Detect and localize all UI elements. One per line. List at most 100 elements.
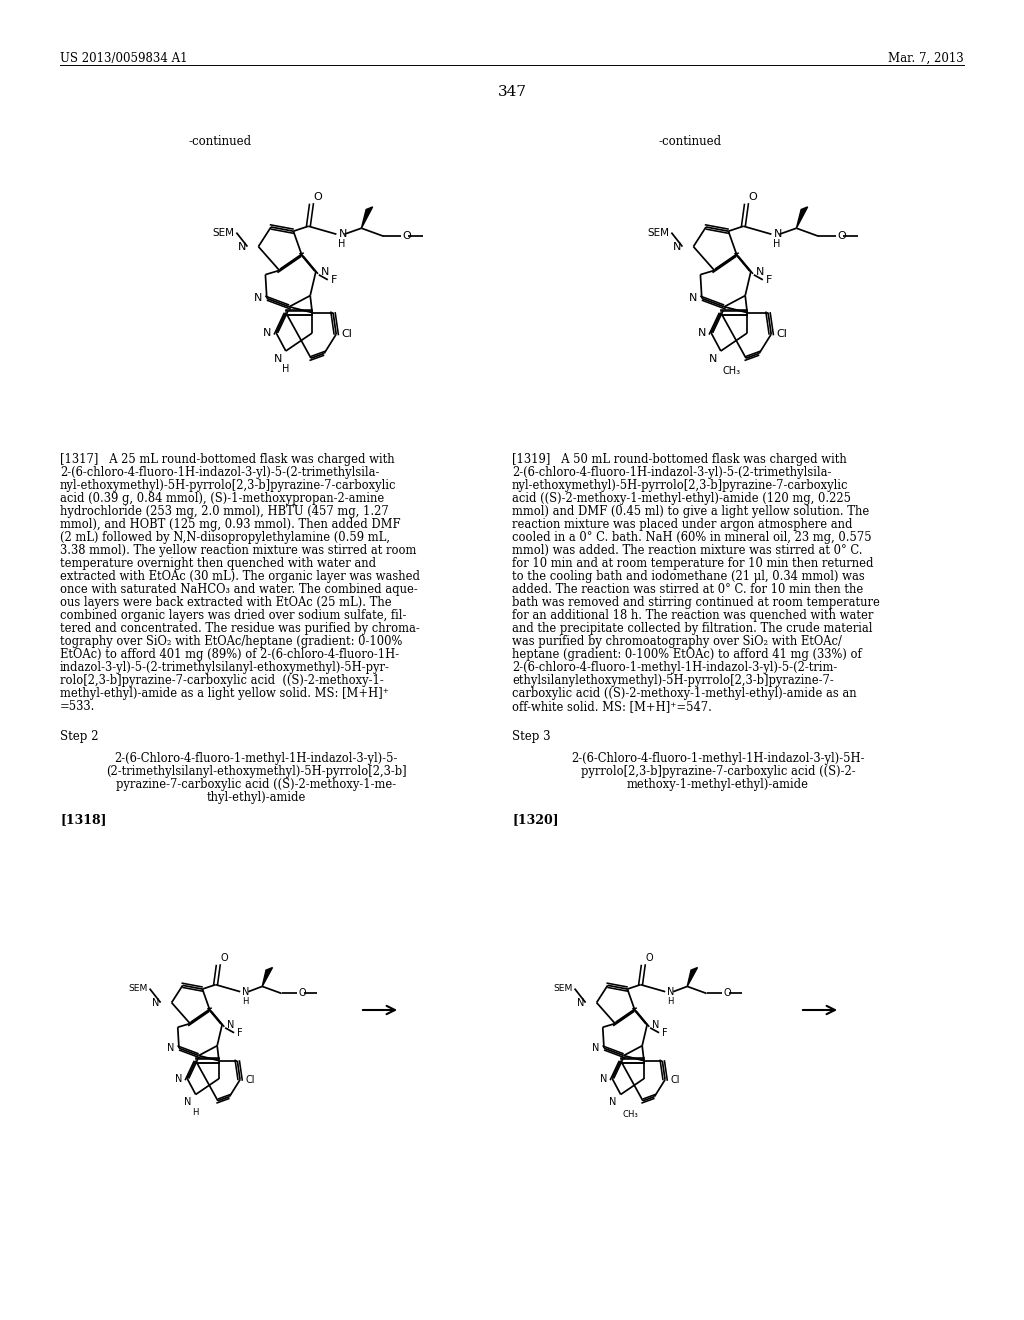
Text: once with saturated NaHCO₃ and water. The combined aque-: once with saturated NaHCO₃ and water. Th… xyxy=(60,583,418,597)
Text: (2 mL) followed by N,N-diisopropylethylamine (0.59 mL,: (2 mL) followed by N,N-diisopropylethyla… xyxy=(60,531,390,544)
Text: N: N xyxy=(184,1097,191,1107)
Text: O: O xyxy=(220,953,228,964)
Text: N: N xyxy=(175,1073,182,1084)
Text: 2-(6-chloro-4-fluoro-1H-indazol-3-yl)-5-(2-trimethylsila-: 2-(6-chloro-4-fluoro-1H-indazol-3-yl)-5-… xyxy=(60,466,379,479)
Text: N: N xyxy=(321,267,329,277)
Text: thyl-ethyl)-amide: thyl-ethyl)-amide xyxy=(206,791,306,804)
Text: temperature overnight then quenched with water and: temperature overnight then quenched with… xyxy=(60,557,376,570)
Text: H: H xyxy=(773,239,780,249)
Text: indazol-3-yl)-5-(2-trimethylsilanyl-ethoxymethyl)-5H-pyr-: indazol-3-yl)-5-(2-trimethylsilanyl-etho… xyxy=(60,661,390,675)
Text: N: N xyxy=(238,242,247,252)
Text: N: N xyxy=(338,230,347,239)
Text: Cl: Cl xyxy=(245,1074,255,1085)
Text: methoxy-1-methyl-ethyl)-amide: methoxy-1-methyl-ethyl)-amide xyxy=(627,777,809,791)
Text: H: H xyxy=(193,1107,199,1117)
Text: EtOAc) to afford 401 mg (89%) of 2-(6-chloro-4-fluoro-1H-: EtOAc) to afford 401 mg (89%) of 2-(6-ch… xyxy=(60,648,399,661)
Text: H: H xyxy=(668,997,674,1006)
Text: =533.: =533. xyxy=(60,700,95,713)
Text: and the precipitate collected by filtration. The crude material: and the precipitate collected by filtrat… xyxy=(512,622,872,635)
Polygon shape xyxy=(687,968,697,986)
Text: reaction mixture was placed under argon atmosphere and: reaction mixture was placed under argon … xyxy=(512,517,853,531)
Text: methyl-ethyl)-amide as a light yellow solid. MS: [M+H]⁺: methyl-ethyl)-amide as a light yellow so… xyxy=(60,686,389,700)
Text: tography over SiO₂ with EtOAc/heptane (gradient: 0-100%: tography over SiO₂ with EtOAc/heptane (g… xyxy=(60,635,402,648)
Text: H: H xyxy=(338,239,346,249)
Text: H: H xyxy=(283,364,290,374)
Text: N: N xyxy=(578,998,585,1007)
Text: 2-(6-Chloro-4-fluoro-1-methyl-1H-indazol-3-yl)-5H-: 2-(6-Chloro-4-fluoro-1-methyl-1H-indazol… xyxy=(571,752,864,766)
Text: acid ((S)-2-methoxy-1-methyl-ethyl)-amide (120 mg, 0.225: acid ((S)-2-methoxy-1-methyl-ethyl)-amid… xyxy=(512,492,851,506)
Text: N: N xyxy=(609,1097,616,1107)
Text: SEM: SEM xyxy=(212,227,234,238)
Text: -continued: -continued xyxy=(188,135,252,148)
Text: mmol), and HOBT (125 mg, 0.93 mmol). Then added DMF: mmol), and HOBT (125 mg, 0.93 mmol). The… xyxy=(60,517,400,531)
Text: O: O xyxy=(838,231,846,242)
Text: cooled in a 0° C. bath. NaH (60% in mineral oil, 23 mg, 0.575: cooled in a 0° C. bath. NaH (60% in mine… xyxy=(512,531,871,544)
Text: [1317]   A 25 mL round-bottomed flask was charged with: [1317] A 25 mL round-bottomed flask was … xyxy=(60,453,394,466)
Text: CH₃: CH₃ xyxy=(623,1110,638,1119)
Text: O: O xyxy=(723,989,731,998)
Text: mmol) and DMF (0.45 ml) to give a light yellow solution. The: mmol) and DMF (0.45 ml) to give a light … xyxy=(512,506,869,517)
Text: was purified by chromoatography over SiO₂ with EtOAc/: was purified by chromoatography over SiO… xyxy=(512,635,842,648)
Text: to the cooling bath and iodomethane (21 μl, 0.34 mmol) was: to the cooling bath and iodomethane (21 … xyxy=(512,570,864,583)
Text: pyrazine-7-carboxylic acid ((S)-2-methoxy-1-me-: pyrazine-7-carboxylic acid ((S)-2-methox… xyxy=(116,777,396,791)
Text: Step 2: Step 2 xyxy=(60,730,98,743)
Text: for 10 min and at room temperature for 10 min then returned: for 10 min and at room temperature for 1… xyxy=(512,557,873,570)
Polygon shape xyxy=(361,207,373,228)
Polygon shape xyxy=(262,968,272,986)
Text: N: N xyxy=(773,230,781,239)
Text: N: N xyxy=(697,327,707,338)
Text: N: N xyxy=(652,1020,659,1030)
Text: N: N xyxy=(153,998,160,1007)
Text: bath was removed and stirring continued at room temperature: bath was removed and stirring continued … xyxy=(512,597,880,609)
Text: rolo[2,3-b]pyrazine-7-carboxylic acid  ((S)-2-methoxy-1-: rolo[2,3-b]pyrazine-7-carboxylic acid ((… xyxy=(60,675,384,686)
Text: N: N xyxy=(600,1073,607,1084)
Text: extracted with EtOAc (30 mL). The organic layer was washed: extracted with EtOAc (30 mL). The organi… xyxy=(60,570,420,583)
Text: 2-(6-chloro-4-fluoro-1-methyl-1H-indazol-3-yl)-5-(2-trim-: 2-(6-chloro-4-fluoro-1-methyl-1H-indazol… xyxy=(512,661,838,675)
Text: 347: 347 xyxy=(498,84,526,99)
Text: added. The reaction was stirred at 0° C. for 10 min then the: added. The reaction was stirred at 0° C.… xyxy=(512,583,863,597)
Text: [1319]   A 50 mL round-bottomed flask was charged with: [1319] A 50 mL round-bottomed flask was … xyxy=(512,453,847,466)
Text: N: N xyxy=(253,293,262,304)
Text: combined organic layers was dried over sodium sulfate, fil-: combined organic layers was dried over s… xyxy=(60,609,407,622)
Text: O: O xyxy=(749,193,757,202)
Text: tered and concentrated. The residue was purified by chroma-: tered and concentrated. The residue was … xyxy=(60,622,420,635)
Text: [1320]: [1320] xyxy=(512,813,559,826)
Text: O: O xyxy=(298,989,306,998)
Text: Cl: Cl xyxy=(341,329,352,339)
Text: SEM: SEM xyxy=(128,985,147,993)
Text: H: H xyxy=(243,997,249,1006)
Text: O: O xyxy=(645,953,653,964)
Text: hydrochloride (253 mg, 2.0 mmol), HBTU (457 mg, 1.27: hydrochloride (253 mg, 2.0 mmol), HBTU (… xyxy=(60,506,389,517)
Text: N: N xyxy=(673,242,681,252)
Text: carboxylic acid ((S)-2-methoxy-1-methyl-ethyl)-amide as an: carboxylic acid ((S)-2-methoxy-1-methyl-… xyxy=(512,686,857,700)
Text: -continued: -continued xyxy=(658,135,722,148)
Text: SEM: SEM xyxy=(553,985,572,993)
Text: Mar. 7, 2013: Mar. 7, 2013 xyxy=(888,51,964,65)
Text: N: N xyxy=(167,1043,174,1053)
Text: N: N xyxy=(756,267,764,277)
Text: F: F xyxy=(331,275,337,285)
Text: (2-trimethylsilanyl-ethoxymethyl)-5H-pyrrolo[2,3-b]: (2-trimethylsilanyl-ethoxymethyl)-5H-pyr… xyxy=(105,766,407,777)
Text: ethylsilanylethoxymethyl)-5H-pyrrolo[2,3-b]pyrazine-7-: ethylsilanylethoxymethyl)-5H-pyrrolo[2,3… xyxy=(512,675,834,686)
Text: 2-(6-chloro-4-fluoro-1H-indazol-3-yl)-5-(2-trimethylsila-: 2-(6-chloro-4-fluoro-1H-indazol-3-yl)-5-… xyxy=(512,466,831,479)
Text: N: N xyxy=(273,354,282,364)
Text: [1318]: [1318] xyxy=(60,813,106,826)
Text: US 2013/0059834 A1: US 2013/0059834 A1 xyxy=(60,51,187,65)
Text: N: N xyxy=(668,986,675,997)
Text: N: N xyxy=(592,1043,599,1053)
Text: 3.38 mmol). The yellow reaction mixture was stirred at room: 3.38 mmol). The yellow reaction mixture … xyxy=(60,544,417,557)
Text: Cl: Cl xyxy=(776,329,787,339)
Text: N: N xyxy=(243,986,250,997)
Text: CH₃: CH₃ xyxy=(723,366,741,376)
Text: N: N xyxy=(709,354,717,364)
Text: F: F xyxy=(663,1028,668,1038)
Text: off-white solid. MS: [M+H]⁺=547.: off-white solid. MS: [M+H]⁺=547. xyxy=(512,700,712,713)
Text: Cl: Cl xyxy=(670,1074,680,1085)
Text: F: F xyxy=(238,1028,243,1038)
Text: for an additional 18 h. The reaction was quenched with water: for an additional 18 h. The reaction was… xyxy=(512,609,873,622)
Text: O: O xyxy=(313,193,323,202)
Text: Step 3: Step 3 xyxy=(512,730,551,743)
Text: F: F xyxy=(766,275,772,285)
Text: 2-(6-Chloro-4-fluoro-1-methyl-1H-indazol-3-yl)-5-: 2-(6-Chloro-4-fluoro-1-methyl-1H-indazol… xyxy=(115,752,397,766)
Text: mmol) was added. The reaction mixture was stirred at 0° C.: mmol) was added. The reaction mixture wa… xyxy=(512,544,862,557)
